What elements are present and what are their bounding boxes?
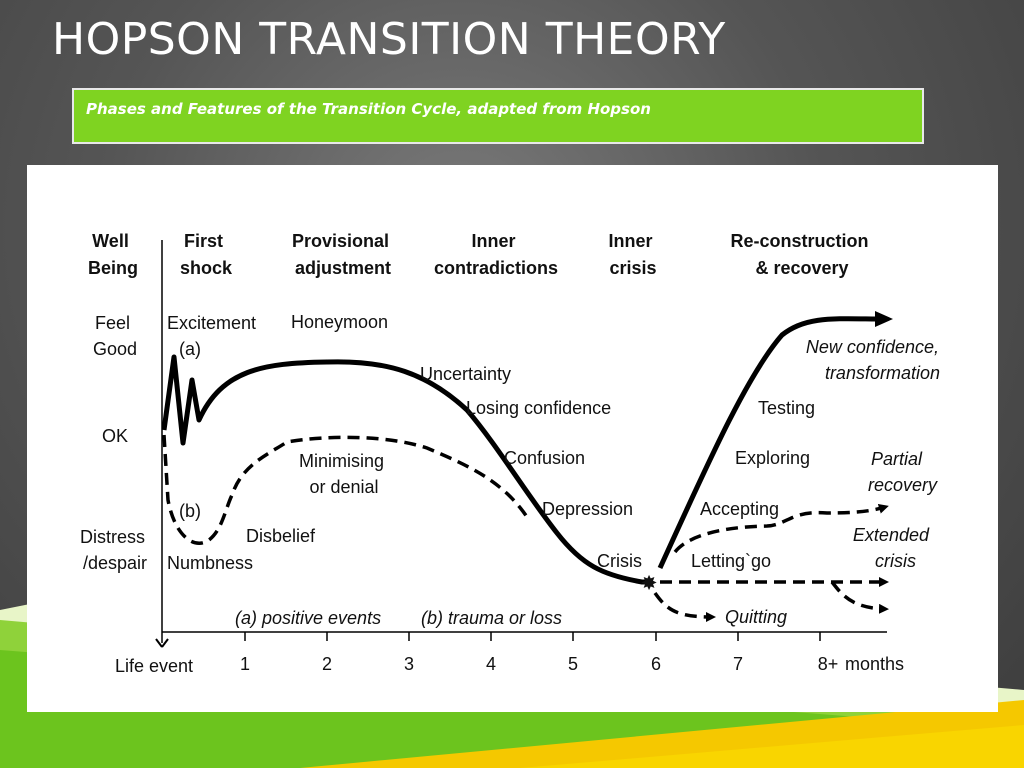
caption-text: Phases and Features of the Transition Cy… (86, 100, 651, 118)
header-provisional-adjustment: Provisional adjustment (292, 231, 394, 278)
label-honeymoon: Honeymoon (291, 312, 388, 332)
transition-diagram: ✸ Well Being First shock Provisional adj… (27, 165, 998, 712)
curve-a-positive (161, 354, 650, 585)
level-distress: Distress /despair (80, 527, 150, 573)
label-exploring: Exploring (735, 448, 810, 468)
x-origin-label: Life event (115, 656, 193, 676)
curve-extended-lower (830, 580, 889, 614)
x-axis-unit: months (845, 654, 904, 674)
level-ok: OK (102, 426, 128, 446)
label-confusion: Confusion (504, 448, 585, 468)
x-tick-label: 6 (651, 654, 661, 674)
label-numbness: Numbness (167, 553, 253, 573)
curve-quitting (653, 591, 716, 622)
x-tick-label: 4 (486, 654, 496, 674)
label-a-marker: (a) (179, 339, 201, 359)
curve-partial-recovery (673, 503, 889, 554)
label-letting-go: Letting`go (691, 551, 771, 571)
header-well-being: Well Being (88, 231, 138, 278)
header-inner-contradictions: Inner contradictions (434, 231, 558, 278)
life-event-arrow-icon (155, 638, 169, 648)
crisis-star-icon: ✸ (640, 573, 657, 593)
x-tick-label: 7 (733, 654, 743, 674)
label-disbelief: Disbelief (246, 526, 316, 546)
x-tick-label: 5 (568, 654, 578, 674)
header-reconstruction: Re-construction & recovery (730, 231, 873, 278)
curve-b-trauma (162, 434, 529, 545)
label-testing: Testing (758, 398, 815, 418)
label-new-confidence: New confidence, transformation (806, 337, 944, 383)
x-tick-label: 1 (240, 654, 250, 674)
label-crisis: Crisis (597, 551, 642, 571)
label-minimising: Minimising or denial (299, 451, 389, 497)
x-tick-label: 8+ (818, 654, 839, 674)
label-accepting: Accepting (700, 499, 779, 519)
label-depression: Depression (542, 499, 633, 519)
x-tick-labels: 1 2 3 4 5 6 7 8+ (240, 654, 838, 674)
header-inner-crisis: Inner crisis (608, 231, 657, 278)
legend-positive-events: (a) positive events (235, 608, 381, 628)
recovery-arrow-icon (875, 311, 893, 327)
caption-box: Phases and Features of the Transition Cy… (72, 88, 924, 144)
label-extended-crisis: Extended crisis (853, 525, 934, 571)
level-feel-good: Feel Good (93, 313, 137, 359)
x-axis-ticks (244, 632, 821, 641)
x-tick-label: 3 (404, 654, 414, 674)
label-uncertainty: Uncertainty (420, 364, 511, 384)
slide-title: HOPSON TRANSITION THEORY (52, 14, 726, 65)
label-partial-recovery: Partial recovery (868, 449, 938, 495)
curve-recovery (657, 316, 888, 570)
legend-trauma-loss: (b) trauma or loss (421, 608, 562, 628)
label-quitting: Quitting (725, 607, 787, 627)
label-losing-confidence: Losing confidence (466, 398, 611, 418)
label-excitement: Excitement (167, 313, 256, 333)
header-first-shock: First shock (180, 231, 233, 278)
label-b-marker: (b) (179, 501, 201, 521)
x-tick-label: 2 (322, 654, 332, 674)
